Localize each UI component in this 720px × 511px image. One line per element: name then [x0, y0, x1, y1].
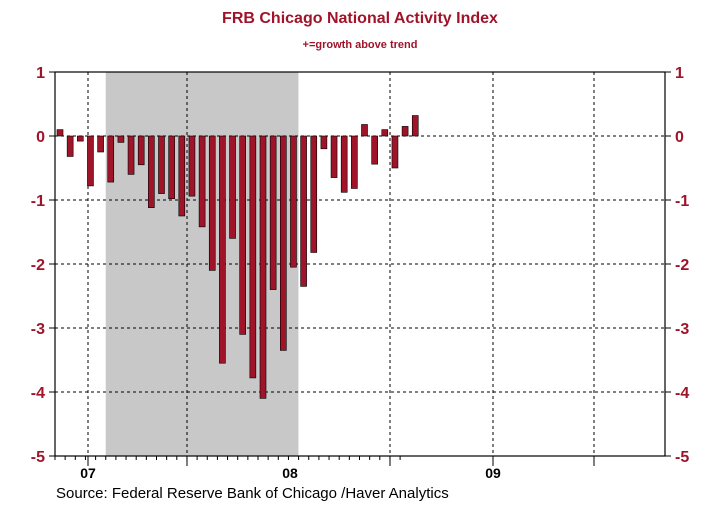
y-tick-label-right: -1 — [675, 193, 689, 210]
x-tick-label: 08 — [282, 465, 298, 481]
y-tick-label-left: -2 — [31, 257, 45, 274]
y-tick-label-right: -5 — [675, 449, 689, 466]
y-tick-label-right: -2 — [675, 257, 689, 274]
y-tick-label-left: -1 — [31, 193, 45, 210]
y-tick-label-left: -3 — [31, 321, 45, 338]
y-tick-label-left: 1 — [36, 65, 45, 82]
bar — [219, 135, 226, 364]
chart-title: FRB Chicago National Activity Index — [222, 10, 498, 27]
bar — [239, 135, 246, 335]
x-tick-label: 07 — [80, 465, 96, 481]
bar — [269, 135, 277, 290]
bar — [97, 135, 104, 153]
bar — [168, 135, 175, 200]
bar — [87, 135, 94, 187]
y-tick-label-right: 0 — [675, 129, 684, 146]
bar — [259, 135, 267, 399]
bar — [381, 129, 389, 137]
bar — [351, 135, 358, 189]
bar — [300, 135, 307, 287]
y-tick-label-left: 0 — [36, 129, 45, 146]
bar — [249, 135, 257, 379]
y-tick-label-right: -3 — [675, 321, 689, 338]
bar — [198, 135, 206, 228]
bar — [320, 135, 328, 150]
bar — [229, 135, 236, 239]
x-tick-label: 09 — [485, 465, 501, 481]
bar — [371, 135, 378, 165]
bar — [391, 135, 399, 169]
bar — [117, 135, 125, 143]
bar — [401, 126, 409, 137]
bar — [148, 135, 155, 208]
bar — [290, 135, 297, 268]
y-tick-label-left: -5 — [31, 449, 45, 466]
bar — [411, 115, 419, 137]
y-tick-label-right: 1 — [675, 65, 684, 82]
bar — [178, 135, 186, 217]
bar — [56, 129, 64, 137]
bar — [208, 135, 216, 271]
bar — [279, 135, 287, 351]
bar — [330, 135, 338, 178]
chart-subtitle: +=growth above trend — [302, 39, 418, 51]
bar — [107, 135, 115, 183]
bar — [340, 135, 348, 193]
y-tick-label-right: -4 — [675, 385, 689, 402]
bar — [158, 135, 165, 194]
y-tick-label-left: -4 — [31, 385, 45, 402]
source-note: Source: Federal Reserve Bank of Chicago … — [56, 485, 449, 502]
bar — [188, 135, 196, 197]
bar — [66, 135, 74, 157]
bar — [127, 135, 135, 175]
bar — [310, 135, 318, 253]
bar — [361, 124, 368, 137]
bar — [77, 135, 84, 142]
bar — [137, 135, 145, 166]
